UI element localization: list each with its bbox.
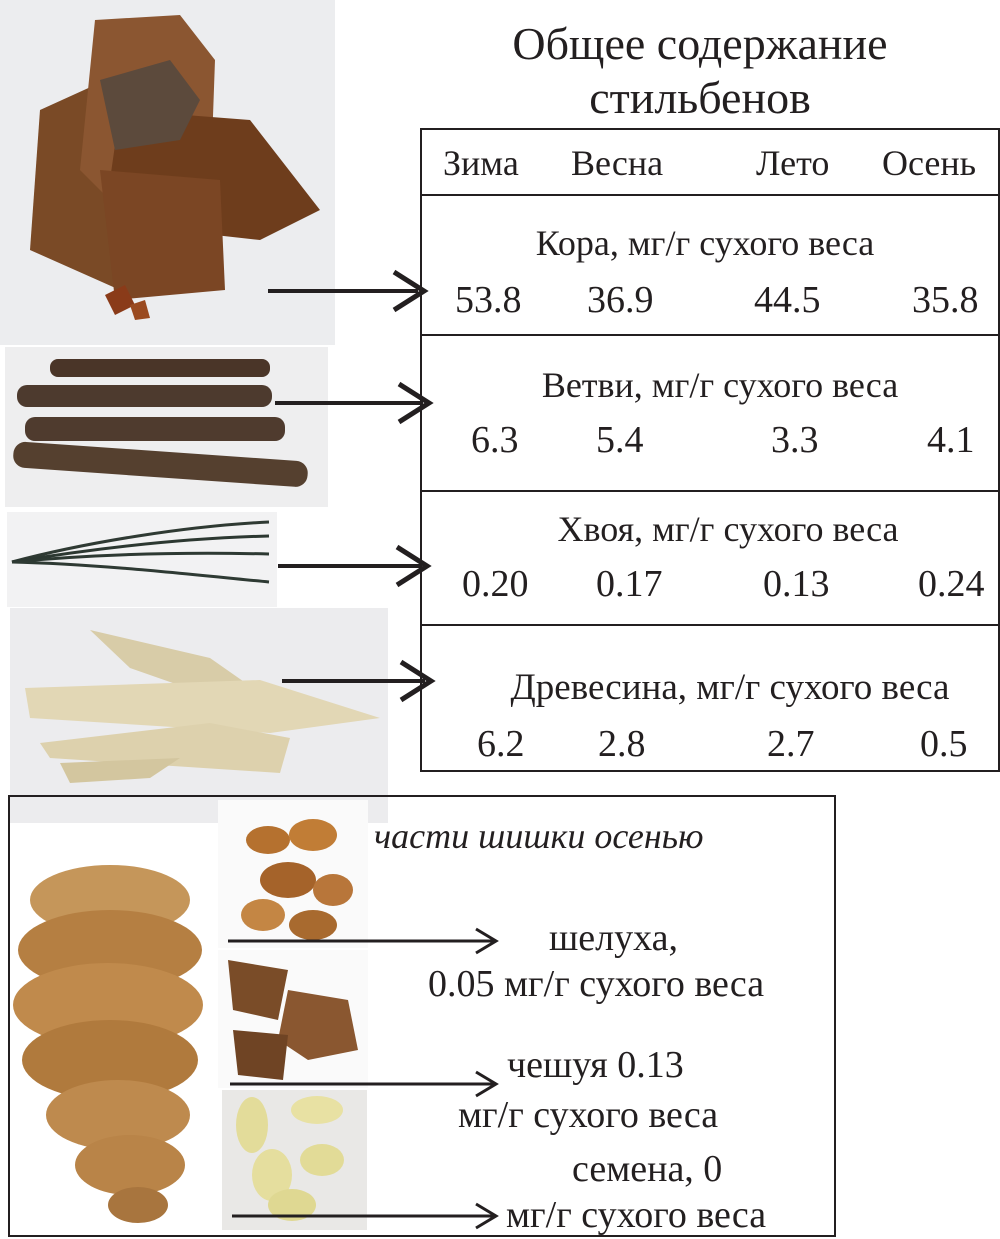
needles-value-summer: 0.13 — [763, 563, 830, 605]
needles-value-winter: 0.20 — [462, 563, 529, 605]
wood-arrow — [282, 659, 436, 703]
season-summer: Лето — [756, 143, 830, 183]
branches-label: Ветви, мг/г сухого веса — [541, 365, 899, 405]
bark-value-summer: 44.5 — [754, 279, 821, 321]
needles-value-autumn: 0.24 — [918, 563, 985, 605]
title-line-2: стильбенов — [589, 72, 811, 123]
needles-row-box — [420, 492, 1000, 626]
branches-value-spring: 5.4 — [596, 419, 644, 461]
seeds-photo — [222, 1090, 367, 1230]
needles-arrow — [278, 544, 432, 588]
title-line-1: Общее содержание — [512, 18, 888, 69]
seeds-label-line-2: мг/г сухого веса — [506, 1194, 767, 1236]
wood-label: Древесина, мг/г сухого веса — [510, 667, 950, 708]
wood-photo — [10, 608, 388, 823]
season-winter: Зима — [443, 143, 519, 183]
branches-row-box — [420, 336, 1000, 492]
husk-label-line-2: 0.05 мг/г сухого веса — [428, 963, 765, 1005]
scale-arrow — [230, 1070, 499, 1098]
needles-label: Хвоя, мг/г сухого веса — [557, 509, 899, 549]
bark-label: Кора, мг/г сухого веса — [535, 223, 875, 263]
branches-value-summer: 3.3 — [771, 419, 819, 461]
needles-photo — [7, 512, 277, 607]
husk-photo — [218, 800, 368, 948]
wood-value-spring: 2.8 — [598, 723, 646, 765]
wood-row-box — [420, 626, 1000, 772]
branches-value-autumn: 4.1 — [927, 419, 975, 461]
season-autumn: Осень — [882, 143, 977, 183]
wood-value-winter: 6.2 — [477, 723, 525, 765]
scale-label-line-1: чешуя 0.13 — [507, 1044, 684, 1086]
bark-row-box — [420, 196, 1000, 336]
wood-value-autumn: 0.5 — [920, 723, 968, 765]
wood-value-summer: 2.7 — [767, 723, 815, 765]
cone-heading: части шишки осенью — [374, 816, 704, 856]
bark-value-spring: 36.9 — [587, 279, 654, 321]
branches-value-winter: 6.3 — [471, 419, 519, 461]
bark-arrow — [268, 269, 429, 313]
branches-photo — [5, 347, 328, 507]
cone-photo — [10, 830, 215, 1230]
season-header-box — [420, 128, 1000, 196]
husk-arrow — [228, 927, 499, 955]
scale-label-line-2: мг/г сухого веса — [458, 1094, 719, 1136]
season-spring: Весна — [571, 143, 664, 183]
needles-value-spring: 0.17 — [596, 563, 663, 605]
seeds-arrow — [232, 1202, 499, 1230]
scale-photo — [218, 950, 368, 1088]
bark-value-autumn: 35.8 — [912, 279, 979, 321]
branches-arrow — [275, 381, 434, 425]
seeds-label-line-1: семена, 0 — [572, 1148, 723, 1190]
bark-value-winter: 53.8 — [455, 279, 522, 321]
cone-panel — [8, 795, 836, 1237]
bark-photo — [0, 0, 335, 345]
husk-label-line-1: шелуха, — [549, 917, 678, 959]
